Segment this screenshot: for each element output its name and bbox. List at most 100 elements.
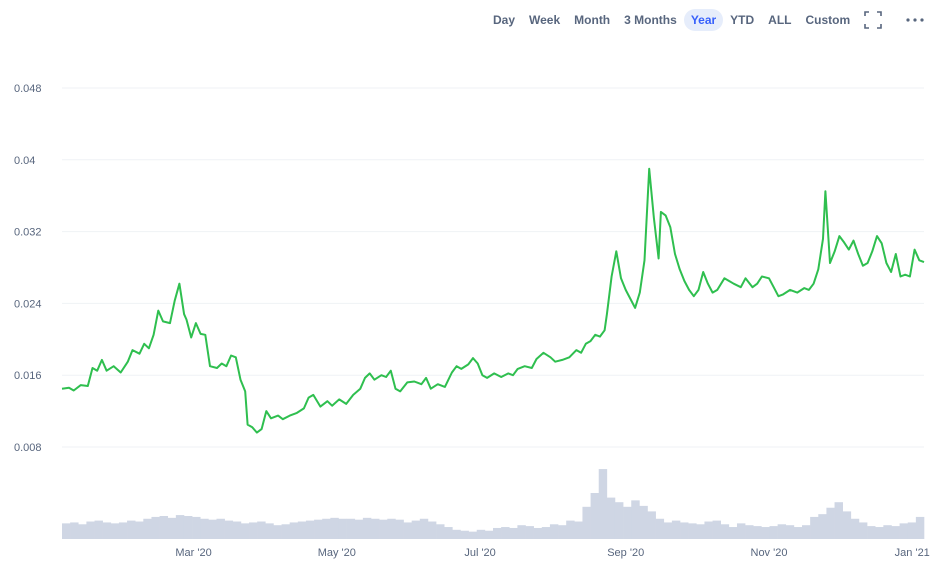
volume-bar (476, 529, 486, 539)
volume-bar (70, 522, 79, 539)
volume-bar (663, 522, 673, 539)
volume-bar (200, 518, 209, 539)
volume-bar (810, 516, 819, 539)
volume-bar (118, 522, 128, 539)
volume-bar (354, 519, 364, 539)
volume-bar (232, 521, 242, 539)
volume-bar (728, 527, 738, 539)
volume-bar (606, 497, 616, 539)
volume-bar (818, 514, 827, 539)
volume-bar (183, 516, 193, 539)
volume-bar (436, 524, 445, 539)
volume-bar (558, 525, 567, 539)
volume-bar (484, 530, 494, 539)
volume-bar (411, 520, 421, 539)
volume-bar (387, 518, 396, 539)
volume-bar (371, 518, 380, 539)
y-tick-label: 0.008 (14, 442, 42, 454)
more-options-icon[interactable] (905, 10, 925, 30)
volume-bar (915, 516, 925, 539)
volume-bar (151, 516, 160, 539)
volume-bar (509, 527, 518, 539)
volume-bar (525, 526, 534, 539)
volume-bar (62, 523, 71, 539)
volume-bar (736, 523, 746, 539)
volume-bar (143, 518, 152, 539)
volume-bar (86, 521, 95, 539)
volume-bar (899, 523, 909, 539)
volume-bar (704, 521, 713, 539)
range-button-custom[interactable]: Custom (805, 13, 851, 27)
volume-bar (541, 527, 551, 539)
range-button-3-months[interactable]: 3 Months (624, 13, 677, 27)
volume-bar (452, 529, 461, 539)
volume-bar (208, 519, 217, 539)
volume-bar (216, 518, 225, 539)
time-range-selector: Day Week Month 3 Months Year YTD ALL Custom (486, 9, 857, 31)
volume-bar (842, 511, 852, 539)
volume-bar (761, 527, 770, 539)
range-button-month[interactable]: Month (574, 13, 611, 27)
volume-bar (883, 525, 892, 539)
volume-bar (566, 520, 575, 539)
volume-bar (297, 521, 307, 539)
volume-bar (688, 523, 697, 539)
volume-bar (427, 521, 437, 539)
range-button-ytd[interactable]: YTD (730, 13, 755, 27)
x-tick-label: May '20 (318, 547, 356, 559)
volume-bar (826, 507, 835, 539)
fullscreen-icon[interactable] (863, 10, 883, 30)
volume-bar (395, 519, 404, 539)
volume-bar (875, 527, 884, 539)
x-tick-label: Nov '20 (751, 547, 788, 559)
volume-bar (574, 521, 583, 539)
x-tick-label: Jan '21 (895, 547, 930, 559)
volume-bar (175, 515, 185, 539)
volume-bar (338, 518, 347, 539)
volume-bar (257, 521, 266, 539)
volume-bar (281, 524, 290, 539)
volume-bar (314, 519, 323, 539)
volume-bar (419, 518, 429, 539)
range-button-week[interactable]: Week (529, 13, 561, 27)
y-tick-label: 0.04 (14, 155, 35, 167)
volume-bar (582, 506, 591, 539)
price-line (61, 167, 925, 434)
volume-bar (680, 522, 689, 539)
volume-bar (265, 523, 274, 539)
volume-bar (777, 524, 787, 539)
volume-bar (249, 522, 258, 539)
volume-bar (891, 526, 900, 539)
volume-bar (647, 511, 656, 539)
volume-bar (94, 520, 103, 539)
volume-bar (403, 522, 412, 539)
volume-bar (102, 522, 112, 539)
volume-bar (696, 524, 705, 539)
volume-bar (769, 526, 778, 539)
range-button-day[interactable]: Day (493, 13, 516, 27)
volume-bar (517, 525, 526, 539)
volume-bar (305, 520, 315, 539)
volume-bar (289, 522, 299, 539)
y-tick-label: 0.016 (14, 370, 42, 382)
volume-bar (346, 518, 356, 539)
volume-bar (834, 502, 843, 539)
volume-bar (802, 525, 811, 539)
x-tick-label: Sep '20 (607, 547, 644, 559)
volume-bar (501, 527, 510, 539)
volume-bar (78, 524, 87, 539)
x-tick-label: Mar '20 (175, 547, 211, 559)
y-tick-label: 0.032 (14, 227, 42, 239)
volume-bar (224, 520, 234, 539)
volume-bar (330, 517, 339, 539)
volume-bar (785, 525, 795, 539)
volume-bar (460, 530, 469, 539)
range-button-all[interactable]: ALL (768, 13, 792, 27)
volume-bar (273, 525, 282, 539)
volume-bar (867, 526, 876, 539)
volume-bar (192, 516, 201, 539)
range-button-year[interactable]: Year (683, 9, 724, 31)
volume-bar (379, 519, 388, 539)
y-tick-label: 0.024 (14, 298, 42, 310)
